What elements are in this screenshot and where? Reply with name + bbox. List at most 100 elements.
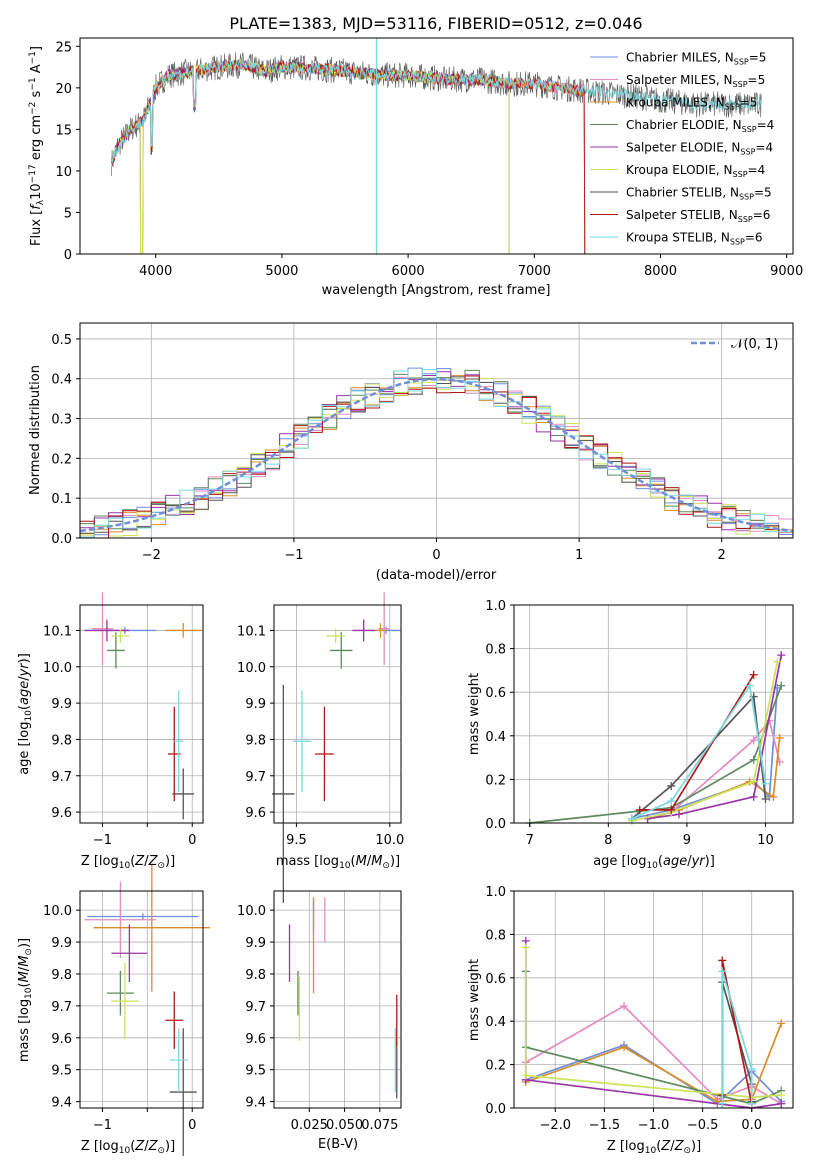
weight-marker xyxy=(761,795,770,804)
ytick-label: 10.0 xyxy=(43,904,72,919)
spectrum-xlabel: wavelength [Angstrom, rest frame] xyxy=(322,283,551,298)
ytick-label: 0.2 xyxy=(485,773,506,788)
xtick-label: 0.025 xyxy=(291,1118,328,1133)
residuals-panel: −2 −1 0 1 2 0.0 0.1 0.2 0.3 0.4 0.5 (data-model)/e… xyxy=(28,322,794,583)
ytick-label: 10.0 xyxy=(237,904,266,919)
ytick-label: 0.8 xyxy=(485,928,506,943)
ytick-label: 1.0 xyxy=(485,885,506,900)
weight-marker xyxy=(761,779,770,788)
ytick-label: 10.1 xyxy=(43,624,72,639)
residuals-ytick-label: 0.5 xyxy=(51,333,72,348)
ytick-label: 9.7 xyxy=(245,770,266,785)
residuals-xtick-label: −2 xyxy=(142,548,161,563)
legend-label: Salpeter ELODIE, NSSP=4 xyxy=(626,141,773,157)
weight-marker xyxy=(620,1043,629,1052)
spectrum-ytick-label: 15 xyxy=(55,123,72,138)
ytick-label: 9.9 xyxy=(245,697,266,712)
legend-label: Chabrier ELODIE, NSSP=4 xyxy=(626,118,774,134)
residuals-ytick-label: 0.3 xyxy=(51,413,72,428)
xtick-label: 10 xyxy=(757,833,774,848)
spectrum-ytick-label: 25 xyxy=(55,40,72,55)
weight-marker xyxy=(777,1019,786,1028)
weight-marker xyxy=(749,736,758,745)
weight-line-chabrier-elodie xyxy=(529,685,782,824)
weight-vs-Z-panel: −2.0 −1.5 −1.0 −0.5 0.0 0.0 0.2 0.4 0.6 0.8 1.0 xyxy=(485,885,794,1133)
residuals-xtick-label: −1 xyxy=(284,548,303,563)
xtick-label: 10.0 xyxy=(375,833,404,848)
weight-marker xyxy=(749,792,758,801)
ytick-label: 9.4 xyxy=(245,1096,266,1111)
weight-marker xyxy=(777,681,786,690)
wAge-xlabel: age [log10(age/yr)] xyxy=(593,854,715,871)
weight-marker xyxy=(749,755,758,764)
age-vs-Z-panel: −1 0 9.6 9.7 9.8 9.9 10.0 10.1 xyxy=(43,592,204,848)
xtick-label: 0 xyxy=(188,833,196,848)
weight-marker xyxy=(667,805,676,814)
weight-marker xyxy=(718,1099,727,1108)
weight-marker xyxy=(777,651,786,660)
weight-marker xyxy=(521,1071,530,1080)
xtick-label: −1.0 xyxy=(638,1118,670,1133)
spectrum-line-salpeter-stelib xyxy=(111,59,586,255)
xtick-label: 8 xyxy=(604,833,612,848)
ytick-label: 9.9 xyxy=(245,936,266,951)
ytick-label: 0.4 xyxy=(485,1015,506,1030)
mZ-xlabel: Z [log10(Z/Z⊙)] xyxy=(81,1139,175,1156)
axes-frame xyxy=(79,604,204,824)
weight-marker xyxy=(521,943,530,952)
ytick-label: 0.0 xyxy=(485,1102,506,1117)
ytick-label: 10.0 xyxy=(43,661,72,676)
xtick-label: 0 xyxy=(188,1118,196,1133)
weight-marker xyxy=(745,681,754,690)
legend-label: Salpeter MILES, NSSP=5 xyxy=(626,73,765,89)
ytick-label: 9.9 xyxy=(51,697,72,712)
xtick-label: −1.5 xyxy=(589,1118,621,1133)
wAge-ylabel: mass weight xyxy=(467,673,482,755)
spectrum-ytick-label: 10 xyxy=(55,165,72,180)
ytick-label: 1.0 xyxy=(485,599,506,614)
legend-label: Chabrier STELIB, NSSP=5 xyxy=(626,186,772,202)
legend-label: Chabrier MILES, NSSP=5 xyxy=(626,51,766,67)
xtick-label: −2.0 xyxy=(539,1118,571,1133)
weight-marker xyxy=(718,956,727,965)
spectrum-xtick-label: 8000 xyxy=(644,264,677,279)
weight-marker xyxy=(718,967,727,976)
weight-marker xyxy=(627,814,636,823)
weight-line-salpeter-elodie xyxy=(647,654,783,820)
weight-marker xyxy=(620,1002,629,1011)
ytick-label: 9.6 xyxy=(51,1032,72,1047)
weight-line-kroupa-elodie xyxy=(631,661,779,822)
residuals-ytick-label: 0.4 xyxy=(51,373,72,388)
weight-marker xyxy=(749,670,758,679)
ytick-label: 9.5 xyxy=(51,1064,72,1079)
residuals-xtick-label: 0 xyxy=(432,548,440,563)
wZ-xlabel: Z [log10(Z/Z⊙)] xyxy=(607,1139,701,1156)
xtick-label: −1 xyxy=(93,1118,112,1133)
ytick-label: 9.7 xyxy=(245,1000,266,1015)
ytick-label: 9.6 xyxy=(245,806,266,821)
legend-label: Kroupa MILES, NSSP=5 xyxy=(626,96,757,112)
axes-frame xyxy=(513,604,794,824)
ytick-label: 9.8 xyxy=(245,733,266,748)
weight-marker xyxy=(775,733,784,742)
xtick-label: −1 xyxy=(93,833,112,848)
figure-title: PLATE=1383, MJD=53116, FIBERID=0512, z=0… xyxy=(229,14,642,33)
weight-marker xyxy=(667,797,676,806)
weight-line-salpeter-stelib xyxy=(721,960,753,1104)
ytick-label: 9.8 xyxy=(51,968,72,983)
spectrum-ylabel: Flux [fλ10−17 erg cm−2 s−1 A−1] xyxy=(28,46,46,246)
spectrum-line-kroupa-elodie xyxy=(111,59,510,255)
axes-frame xyxy=(273,604,402,824)
residuals-ytick-label: 0.0 xyxy=(51,532,72,547)
spectrum-ytick-label: 20 xyxy=(55,82,72,97)
spectrum-xtick-label: 5000 xyxy=(265,264,298,279)
mZ-ylabel: mass [log10(M/M⊙)] xyxy=(17,938,34,1062)
ytick-label: 9.5 xyxy=(245,1064,266,1079)
ytick-label: 0.8 xyxy=(485,643,506,658)
xtick-label: 9.5 xyxy=(286,833,307,848)
axes-frame xyxy=(79,890,204,1109)
spectrum-panel: 4000 5000 6000 7000 8000 9000 0 5 10 15 20 25 wavel… xyxy=(28,37,803,298)
xtick-label: 0.050 xyxy=(326,1118,363,1133)
ytick-label: 10.1 xyxy=(237,624,266,639)
